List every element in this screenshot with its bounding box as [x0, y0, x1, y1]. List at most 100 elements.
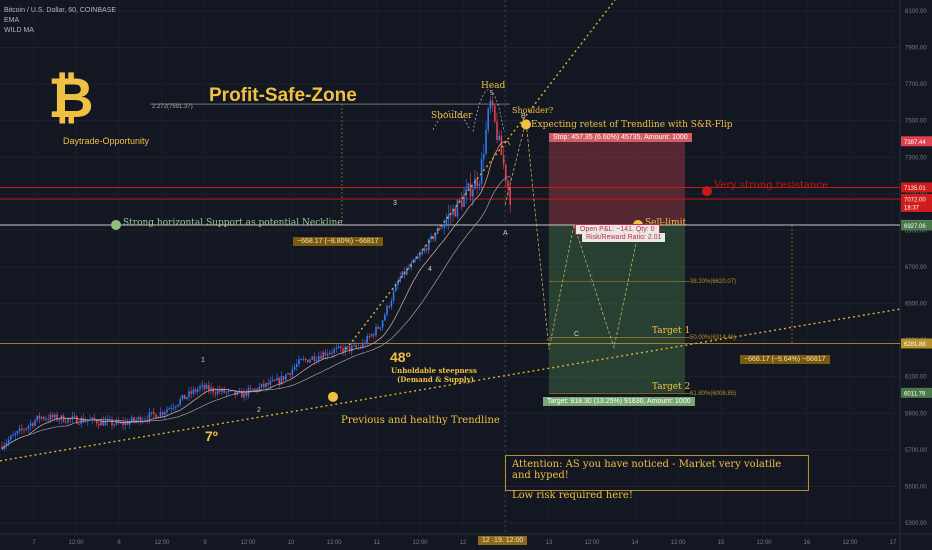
time-tick: 12:00: [154, 540, 170, 546]
candle-body: [100, 420, 102, 426]
candle-body: [62, 415, 65, 423]
steepness-degree: 48º: [390, 349, 411, 365]
candle-body: [428, 239, 430, 251]
bitcoin-logo: ₿: [48, 66, 94, 131]
candle-body: [373, 334, 375, 336]
time-tick: 12: [460, 540, 467, 546]
candle-body: [98, 423, 100, 426]
wild-ma-line: [1, 175, 511, 450]
target-badge[interactable]: Target: 918.30 (13.25%) 91830, Amount: 1…: [543, 397, 695, 406]
candle-body: [91, 417, 93, 420]
time-tick: 16: [804, 540, 811, 546]
measure-left-badge[interactable]: −668.17 (−8.80%) −66817: [293, 237, 383, 246]
candle-body: [467, 183, 470, 189]
candle-body: [153, 411, 155, 415]
time-tick: 13: [546, 540, 553, 546]
candle-body: [95, 420, 98, 424]
candle-body: [344, 346, 346, 353]
candle-body: [34, 420, 36, 426]
target-zone: [549, 224, 685, 393]
time-tick: 10: [288, 540, 295, 546]
candle-body: [289, 373, 291, 375]
price-tick: 6700.00: [905, 265, 927, 271]
candle-body: [203, 384, 206, 390]
price-label-text: 7072.00: [904, 197, 926, 203]
wave-4: 4: [428, 266, 432, 273]
candle-body: [269, 380, 272, 385]
candle-body: [485, 129, 487, 154]
time-tick: 17: [890, 540, 897, 546]
price-tick: 6500.00: [905, 302, 927, 308]
candle-body: [355, 345, 357, 348]
price-tick: 7500.00: [905, 119, 927, 125]
candle-body: [432, 236, 434, 240]
price-label: [901, 136, 932, 147]
candle-body: [496, 121, 498, 140]
candle-body: [509, 187, 511, 205]
left-shoulder-label: Shoulder: [431, 111, 473, 121]
candle-body: [447, 214, 450, 220]
wave-b: B: [521, 113, 526, 120]
candle-body: [318, 356, 320, 360]
candle-body: [397, 281, 399, 285]
candle-body: [128, 421, 131, 425]
candle-body: [274, 379, 276, 381]
stop-badge[interactable]: Stop: 457.35 (6.60%) 45735, Amount: 1000: [549, 133, 692, 142]
candle-body: [386, 306, 388, 315]
candle-body: [58, 419, 60, 421]
candle-body: [463, 195, 465, 207]
candle-body: [56, 414, 58, 421]
price-tick: 8100.00: [905, 9, 927, 15]
candle-body: [113, 424, 115, 426]
candle-body: [384, 314, 386, 321]
candle-body: [331, 352, 333, 354]
time-tick: 12:00: [756, 540, 772, 546]
candle-body: [423, 248, 426, 252]
candle-body: [291, 369, 294, 375]
candle-body: [10, 435, 12, 440]
candle-body: [12, 435, 14, 437]
candle-body: [124, 421, 126, 425]
candle-body: [78, 423, 80, 425]
candle-body: [188, 391, 190, 397]
candle-body: [441, 227, 443, 229]
candle-body: [148, 412, 151, 421]
target-2-label: Target 2: [652, 382, 691, 392]
risk-reward-badge[interactable]: Risk/Reward Ratio: 2.01: [582, 233, 666, 242]
candle-body: [265, 383, 267, 388]
candle-body: [271, 379, 274, 381]
candle-body: [461, 200, 463, 207]
wave-2: 2: [257, 407, 261, 414]
resistance-label: Very strong resistance: [714, 180, 828, 191]
steep-trendline: [345, 0, 616, 350]
price-label-text: 18:37: [904, 206, 920, 212]
candle-body: [417, 256, 419, 259]
indicator-wild-ma[interactable]: WILD MA: [4, 27, 34, 34]
candle-body: [36, 415, 38, 421]
candle-body: [381, 320, 384, 328]
indicator-ema[interactable]: EMA: [4, 17, 20, 24]
candle-body: [102, 420, 104, 426]
time-tick: 8: [117, 540, 121, 546]
measure-right-badge[interactable]: −668.17 (−9.64%) −66817: [740, 355, 830, 364]
candle-body: [390, 300, 393, 307]
candle-body: [280, 376, 283, 385]
candle-body: [414, 258, 417, 260]
candle-body: [144, 419, 146, 421]
price-axis: [900, 0, 932, 550]
candle-body: [322, 352, 324, 359]
candle-body: [155, 414, 157, 419]
candle-body: [505, 164, 507, 181]
time-tick: 12:00: [240, 540, 256, 546]
fib-top-label: 2.272(7591.37): [152, 104, 193, 110]
candle-body: [172, 407, 175, 409]
candle-body: [324, 352, 327, 356]
candle-body: [450, 214, 452, 216]
steepness-line2: (Demand & Supply): [397, 375, 474, 384]
candle-body: [439, 227, 441, 229]
resistance-marker: [702, 186, 712, 197]
symbol-title: Bitcoin / U.S. Dollar, 60, COINBASE: [4, 7, 117, 14]
candle-body: [309, 359, 311, 363]
